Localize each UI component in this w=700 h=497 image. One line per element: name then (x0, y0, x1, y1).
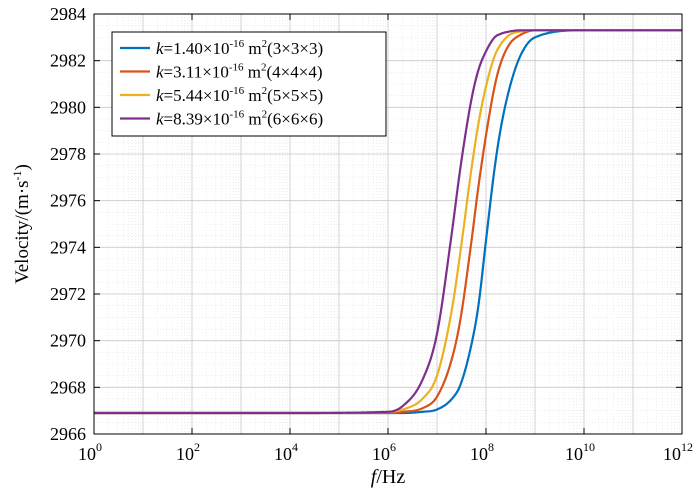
y-axis-label: Velocity/(m·s-1) (10, 164, 33, 284)
series-line-4 (94, 29, 682, 415)
legend-entry-label: k=1.40×10-16 m2(3×3×3) (156, 38, 323, 58)
series-lines (94, 29, 682, 415)
axis-ticks (93, 13, 683, 435)
y-tick-labels: 2966 2968 2970 2972 2974 2976 2978 2980 2982 2984 (50, 4, 86, 444)
y-tick-label: 2984 (50, 4, 86, 24)
x-axis-label: f/Hz (371, 466, 406, 488)
y-tick-label: 2974 (50, 237, 86, 257)
y-tick-label: 2968 (50, 377, 86, 397)
x-tick-label: 100 (78, 440, 102, 464)
y-tick-label: 2982 (50, 51, 86, 71)
x-tick-label: 1012 (663, 440, 693, 464)
y-tick-label: 2980 (50, 97, 86, 117)
legend-entry-label: k=8.39×10-16 m2(6×6×6) (156, 109, 323, 129)
major-grid (94, 14, 682, 434)
x-tick-label: 106 (372, 440, 396, 464)
x-tick-label: 1010 (565, 440, 595, 464)
y-tick-label: 2976 (50, 191, 86, 211)
legend-entry-label: k=5.44×10-16 m2(5×5×5) (156, 85, 323, 105)
y-tick-label: 2970 (50, 331, 86, 351)
y-tick-label: 2978 (50, 144, 86, 164)
legend-entry-label: k=3.11×10-16 m2(4×4×4) (156, 62, 323, 82)
x-tick-label: 102 (176, 440, 200, 464)
y-tick-label: 2972 (50, 284, 86, 304)
legend-box (111, 31, 387, 137)
legend: k=1.40×10-16 m2(3×3×3) k=3.11×10-16 m2(4×… (111, 31, 387, 137)
x-tick-labels: 100 102 104 106 108 1010 1012 (78, 440, 693, 464)
y-tick-label: 2966 (50, 424, 86, 444)
x-tick-label: 104 (274, 440, 298, 464)
x-tick-label: 108 (470, 440, 494, 464)
